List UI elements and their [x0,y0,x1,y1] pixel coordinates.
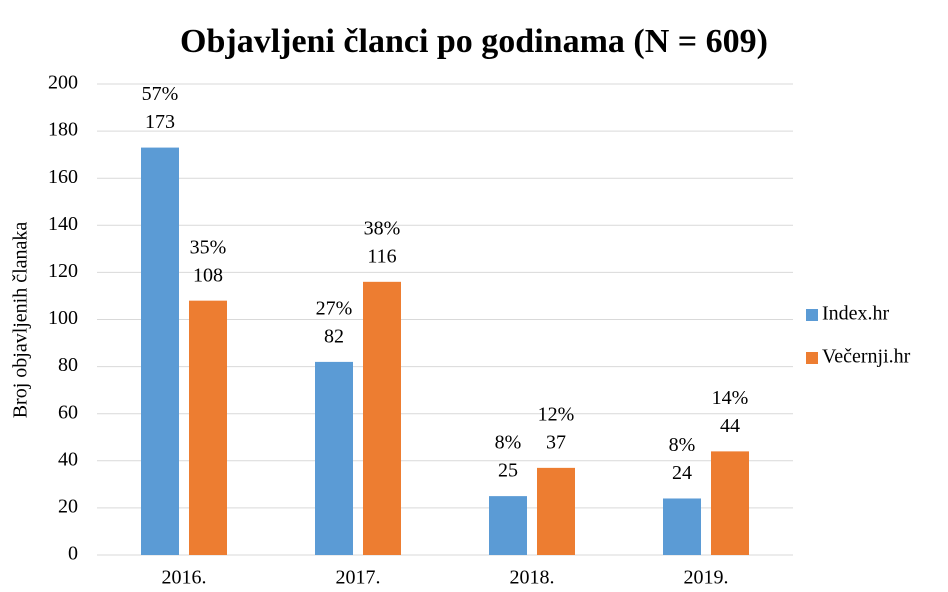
share-label: 14% [712,387,749,409]
bar [315,361,353,555]
value-label: 173 [145,111,175,133]
chart-title: Objavljeni članci po godinama (N = 609) [180,23,768,60]
bar [537,467,575,555]
x-tick-label: 2019. [684,567,729,589]
share-label: 12% [538,403,575,425]
x-tick-label: 2016. [162,567,207,589]
legend-swatch [806,352,818,364]
bar [663,498,701,555]
value-label: 108 [193,264,223,286]
y-tick-label: 180 [48,119,78,141]
value-label: 116 [367,245,396,267]
bar [489,496,527,555]
bar [711,451,749,555]
y-tick-label: 20 [58,495,78,517]
bar [189,300,227,555]
y-axis-label: Broj objavljenih članaka [10,222,32,419]
value-label: 44 [720,415,740,437]
value-label: 25 [498,460,518,482]
x-tick-label: 2018. [510,567,555,589]
y-tick-label: 100 [48,307,78,329]
y-tick-label: 140 [48,213,78,235]
bar [141,147,179,555]
bar [363,281,401,555]
y-tick-label: 80 [58,354,78,376]
legend-label: Večernji.hr [822,346,911,368]
y-tick-label: 0 [68,543,78,565]
x-tick-label: 2017. [336,567,381,589]
value-label: 37 [546,431,566,453]
legend-swatch [806,309,818,321]
value-label: 24 [672,462,692,484]
share-label: 35% [190,236,227,258]
share-label: 38% [364,217,401,239]
y-tick-label: 60 [58,401,78,423]
share-label: 8% [669,434,696,456]
share-label: 27% [316,297,353,319]
value-label: 82 [324,325,344,347]
y-tick-label: 40 [58,448,78,470]
y-tick-label: 200 [48,72,78,94]
share-label: 8% [495,432,522,454]
y-tick-label: 160 [48,166,78,188]
share-label: 57% [142,83,179,105]
legend-label: Index.hr [822,303,890,325]
y-tick-label: 120 [48,260,78,282]
